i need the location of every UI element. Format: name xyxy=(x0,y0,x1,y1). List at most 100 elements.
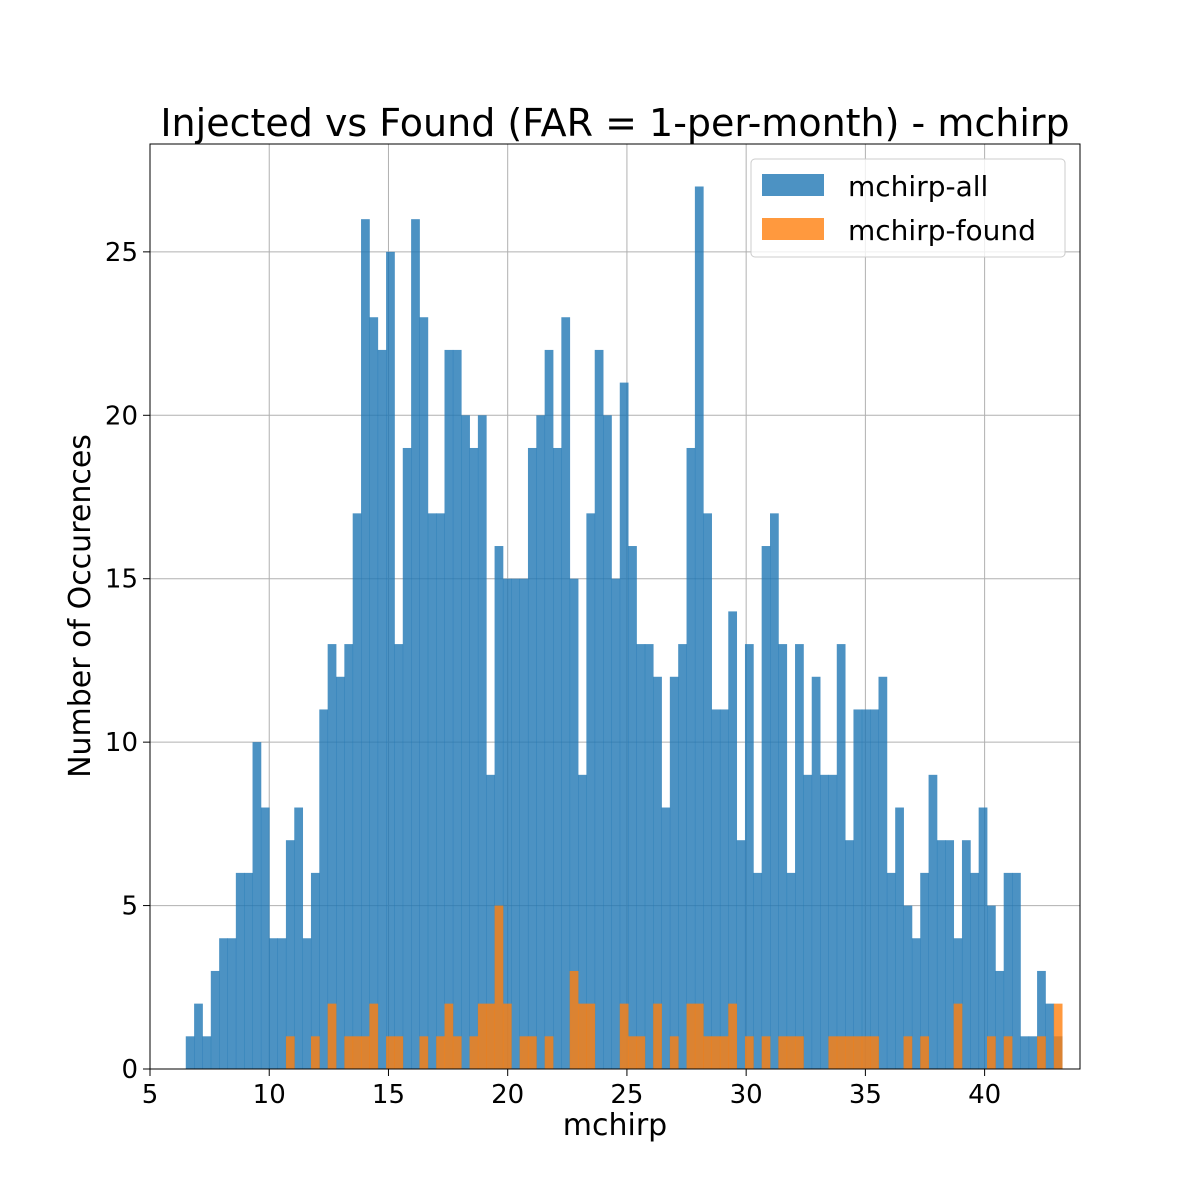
bar-mchirp-found xyxy=(870,1036,879,1069)
bar-mchirp-found xyxy=(1037,1036,1046,1069)
bar-mchirp-all xyxy=(285,840,295,1069)
bar-mchirp-all xyxy=(669,676,679,1069)
bar-mchirp-found xyxy=(310,1036,320,1069)
bar-mchirp-all xyxy=(411,219,420,1069)
bar-mchirp-found xyxy=(477,1003,487,1069)
x-tick-label: 20 xyxy=(491,1080,524,1110)
bar-mchirp-all xyxy=(820,774,829,1069)
legend-label-mchirp-found: mchirp-found xyxy=(848,214,1036,247)
bar-mchirp-all xyxy=(903,905,913,1069)
bar-mchirp-all xyxy=(970,872,980,1069)
bar-mchirp-found xyxy=(352,1036,362,1069)
bar-mchirp-all xyxy=(444,349,454,1070)
bar-mchirp-all xyxy=(753,872,763,1069)
bar-mchirp-found xyxy=(953,1003,963,1069)
bar-mchirp-found xyxy=(786,1036,796,1069)
bar-mchirp-all xyxy=(185,1036,195,1069)
bar-mchirp-all xyxy=(653,676,662,1069)
bar-mchirp-all xyxy=(870,709,879,1069)
bar-mchirp-all xyxy=(219,938,228,1069)
bar-mchirp-all xyxy=(678,644,687,1069)
x-tick-label: 5 xyxy=(142,1080,159,1110)
bar-mchirp-all xyxy=(878,676,888,1069)
bar-mchirp-found xyxy=(444,1003,454,1069)
bar-mchirp-found xyxy=(544,1036,554,1069)
bar-mchirp-found xyxy=(469,1036,479,1069)
bar-mchirp-all xyxy=(386,251,395,1070)
bar-mchirp-all xyxy=(786,872,796,1069)
bar-mchirp-found xyxy=(669,1036,679,1069)
bar-mchirp-found xyxy=(527,1036,537,1069)
bar-mchirp-all xyxy=(469,447,479,1070)
bar-mchirp-all xyxy=(377,349,387,1070)
bar-mchirp-all xyxy=(995,970,1005,1069)
bar-mchirp-all xyxy=(920,872,929,1069)
y-tick-label: 10 xyxy=(105,728,138,758)
bar-mchirp-all xyxy=(419,317,429,1069)
bar-mchirp-found xyxy=(386,1036,395,1069)
bar-mchirp-all xyxy=(494,546,504,1069)
bar-mchirp-all xyxy=(736,840,746,1069)
bar-mchirp-all xyxy=(402,447,412,1070)
bar-mchirp-all xyxy=(578,774,587,1069)
x-tick-label: 10 xyxy=(253,1080,286,1110)
legend: mchirp-all mchirp-found xyxy=(750,158,1066,258)
bar-mchirp-all xyxy=(911,938,921,1069)
bar-mchirp-all xyxy=(502,578,512,1069)
bar-mchirp-found xyxy=(828,1036,838,1069)
bar-mchirp-found xyxy=(419,1036,429,1069)
bar-mchirp-all xyxy=(352,513,362,1069)
bar-mchirp-all xyxy=(586,513,596,1069)
bar-mchirp-all xyxy=(202,1036,212,1069)
bar-mchirp-found xyxy=(628,1036,637,1069)
bar-mchirp-all xyxy=(978,807,988,1069)
bar-mchirp-found xyxy=(285,1036,295,1069)
bar-mchirp-all xyxy=(636,644,646,1069)
bar-mchirp-found xyxy=(586,1003,596,1069)
bar-mchirp-all xyxy=(394,644,404,1069)
bar-mchirp-all xyxy=(886,872,896,1069)
bar-mchirp-all xyxy=(536,415,546,1069)
bar-mchirp-found xyxy=(903,1036,913,1069)
bar-mchirp-all xyxy=(561,317,571,1069)
bar-mchirp-all xyxy=(319,709,329,1069)
y-tick-label: 15 xyxy=(105,565,138,595)
bar-mchirp-all xyxy=(845,840,854,1069)
bar-mchirp-all xyxy=(477,415,487,1069)
bar-mchirp-found xyxy=(987,1036,996,1069)
bar-mchirp-all xyxy=(728,611,738,1069)
bar-mchirp-found xyxy=(694,1003,704,1069)
bar-mchirp-found xyxy=(452,1036,462,1069)
bar-mchirp-found xyxy=(920,1036,929,1069)
bar-mchirp-all xyxy=(828,774,838,1069)
bar-mchirp-all xyxy=(461,415,470,1069)
x-axis-ticks: 5 10 15 20 25 30 35 40 xyxy=(142,1069,1001,1110)
plot-frame xyxy=(149,143,1081,1070)
bar-mchirp-all xyxy=(327,644,337,1069)
bar-mchirp-all xyxy=(1003,872,1013,1069)
bar-mchirp-all xyxy=(711,709,721,1069)
legend-swatch-mchirp-found xyxy=(762,218,824,240)
bar-mchirp-found xyxy=(653,1003,662,1069)
bar-mchirp-all xyxy=(511,578,521,1069)
bar-mchirp-all xyxy=(719,709,729,1069)
bar-mchirp-all xyxy=(770,513,779,1069)
bar-mchirp-all xyxy=(260,807,270,1069)
bar-mchirp-all xyxy=(703,513,712,1069)
bar-mchirp-found xyxy=(436,1036,445,1069)
bar-mchirp-all xyxy=(686,447,696,1070)
x-axis-label: mchirp xyxy=(563,1108,667,1143)
bar-mchirp-all xyxy=(244,872,253,1069)
bar-mchirp-found xyxy=(778,1036,788,1069)
x-tick-label: 25 xyxy=(610,1080,643,1110)
bar-mchirp-all xyxy=(1037,970,1046,1069)
bar-mchirp-all xyxy=(836,644,846,1069)
x-tick-label: 40 xyxy=(968,1080,1001,1110)
bar-mchirp-all xyxy=(644,644,654,1069)
bar-mchirp-all xyxy=(344,644,354,1069)
bar-mchirp-found xyxy=(486,1003,495,1069)
bar-mchirp-all xyxy=(1012,872,1021,1069)
bar-mchirp-all xyxy=(569,578,579,1069)
y-tick-label: 25 xyxy=(105,238,138,268)
